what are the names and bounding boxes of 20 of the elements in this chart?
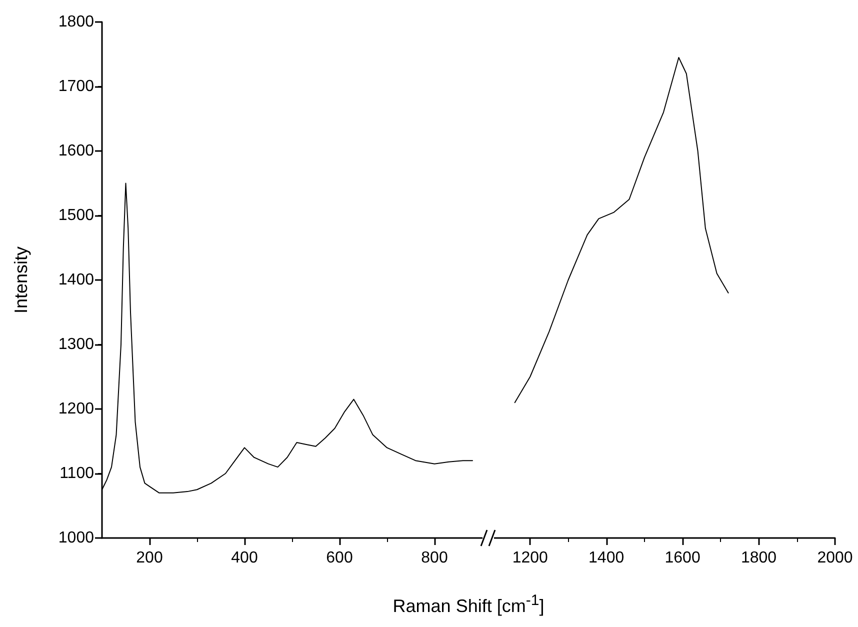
x-tick-label: 400 bbox=[231, 550, 258, 566]
y-tick-label: 1800 bbox=[58, 14, 94, 30]
x-tick-label: 1600 bbox=[664, 550, 700, 566]
y-tick-label: 1500 bbox=[58, 207, 94, 224]
x-axis-title: Raman Shift [cm$^{-1}$] bbox=[392, 592, 546, 617]
x-tick-label: 1400 bbox=[588, 550, 624, 566]
y-tick-label: 1300 bbox=[58, 336, 94, 353]
y-tick-label: 1100 bbox=[60, 465, 94, 482]
y-tick-label: 1400 bbox=[58, 272, 94, 288]
x-tick-label: 2000 bbox=[817, 550, 853, 566]
y-tick-label: 1700 bbox=[58, 78, 94, 95]
x-tick-label: 200 bbox=[136, 550, 163, 566]
y-axis-title: Intensity bbox=[11, 246, 31, 314]
x-tick-label: 1200 bbox=[512, 550, 548, 566]
x-tick-label: 600 bbox=[326, 550, 353, 566]
y-tick-label: 1600 bbox=[58, 142, 94, 160]
y-tick-label: 1000 bbox=[58, 530, 94, 546]
x-tick-label: 1800 bbox=[740, 550, 777, 566]
x-tick-label: 800 bbox=[421, 550, 448, 566]
y-tick-label: 1200 bbox=[58, 400, 94, 418]
